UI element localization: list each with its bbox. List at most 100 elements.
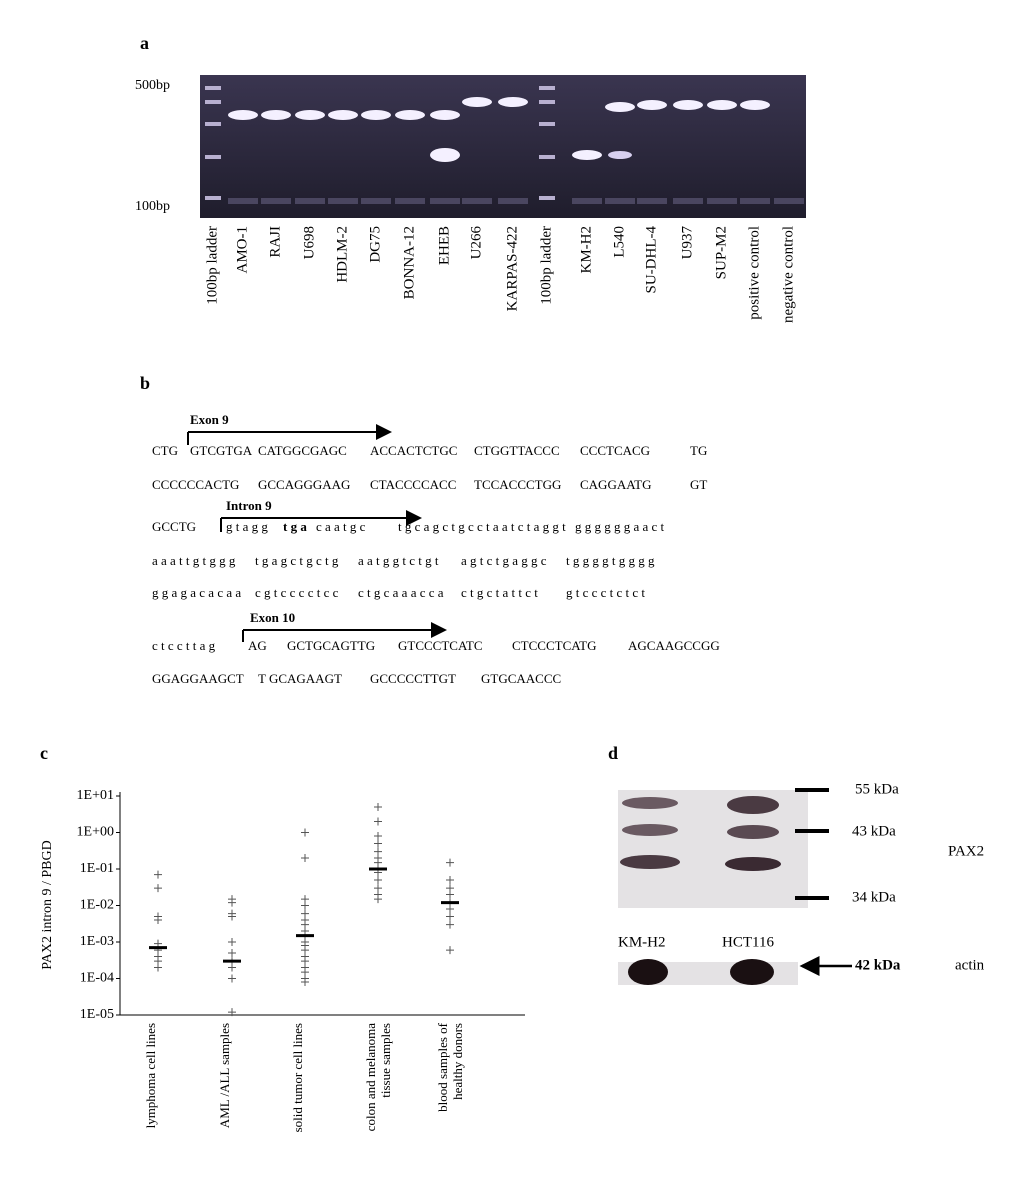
chart: 1E+01 1E+00 1E-01 1E-02 1E-03 1E-04 1E-05 PAX2 … — [40, 788, 525, 1132]
sequence-chunk: CCCCCCACTG — [152, 477, 239, 492]
sequence-chunk: CTACCCCACC — [370, 477, 456, 492]
y-tick-label: 1E-01 — [80, 861, 114, 876]
x-tick-label: solid tumor cell lines — [290, 1023, 305, 1132]
point — [228, 974, 236, 983]
band — [361, 110, 391, 120]
panel-label: c — [40, 743, 48, 763]
lane-label: AMO-1 — [234, 226, 250, 274]
sequence-chunk: AGCAAGCCGG — [628, 638, 720, 653]
band — [620, 855, 680, 869]
y-axis-label: PAX2 intron 9 / PBGD — [40, 840, 55, 969]
primer-band — [498, 198, 528, 204]
x-tick-label: blood samples of — [435, 1022, 450, 1111]
sequence-chunk: t g a — [283, 519, 307, 534]
annotation: Exon 10 — [250, 610, 295, 625]
lane-label: RAJI — [267, 226, 283, 258]
sequence: CTG GTCGTGA CATGGCGAGC ACCACTCTGC CTGGTTACCC… — [152, 443, 720, 686]
marker-label: 34 kDa — [852, 889, 896, 905]
sequence-chunk: GGAGGAAGCT — [152, 671, 244, 686]
ladder-band — [205, 122, 221, 126]
sequence-chunk: a a t g g t c t g t — [358, 553, 439, 568]
panel-label: b — [140, 373, 150, 393]
point — [446, 905, 454, 914]
y-tick-label: 1E-03 — [80, 934, 114, 949]
point — [154, 963, 162, 972]
blot-image — [618, 790, 808, 908]
primer-band — [328, 198, 358, 204]
point — [374, 839, 382, 848]
ladder-band — [205, 100, 221, 104]
primer-band — [774, 198, 804, 204]
primer-band — [395, 198, 425, 204]
point — [228, 938, 236, 946]
sequence-chunk: GTGCAACCC — [481, 671, 561, 686]
point — [228, 898, 236, 907]
point — [374, 802, 382, 811]
sequence-chunk: g t c c c t c t c t — [566, 585, 645, 600]
sequence-chunk: c t g c t a t t c t — [461, 585, 538, 600]
band — [622, 824, 678, 836]
point — [374, 832, 382, 841]
x-tick-label: tissue samples — [378, 1023, 393, 1098]
band — [727, 825, 779, 839]
band — [228, 110, 258, 120]
sequence-chunk: CTCCCTCATG — [512, 638, 597, 653]
primer-band — [673, 198, 703, 204]
x-tick-label: AML /ALL samples — [217, 1023, 232, 1128]
sample-label: KM-H2 — [618, 934, 666, 950]
point — [446, 858, 454, 867]
point — [228, 948, 236, 957]
point — [301, 854, 309, 863]
x-tick-label: lymphoma cell lines — [143, 1023, 158, 1128]
band — [637, 100, 667, 110]
primer-band — [261, 198, 291, 204]
ladder-band — [539, 196, 555, 200]
primer-band — [228, 198, 258, 204]
sequence-chunk: CCCTCACG — [580, 443, 650, 458]
sequence-chunk: CAGGAATG — [580, 477, 652, 492]
point — [228, 912, 236, 921]
point — [301, 828, 309, 837]
primer-band — [740, 198, 770, 204]
sequence-chunk: GTCGTGA — [190, 443, 253, 458]
band — [673, 100, 703, 110]
point — [446, 875, 454, 884]
band — [628, 959, 668, 985]
sequence-chunk: g g a g a c a c a a — [152, 585, 241, 600]
point — [446, 890, 454, 899]
sequence-chunk: t a a t c t a g g t — [486, 519, 566, 534]
lane-label: KARPAS-422 — [504, 226, 520, 311]
lane-label: DG75 — [367, 226, 383, 263]
sequence-chunk: GCTGCAGTTG — [287, 638, 375, 653]
sequence-chunk: a g t c t g a g g c — [461, 553, 547, 568]
point — [228, 963, 236, 972]
band — [740, 100, 770, 110]
ladder-band — [205, 86, 221, 90]
lane-label: L540 — [611, 226, 627, 258]
lane-label: negative control — [780, 226, 796, 323]
gel-image — [200, 75, 806, 218]
marker-bar — [795, 896, 829, 900]
lane-label: 100bp ladder — [538, 226, 554, 305]
point — [374, 875, 382, 884]
marker-label: 43 kDa — [852, 823, 896, 839]
x-tick-label: colon and melanoma — [363, 1023, 378, 1132]
protein-label: PAX2 — [948, 843, 984, 859]
primer-band — [430, 198, 460, 204]
point — [374, 817, 382, 826]
sequence-chunk: GCCAGGGAAG — [258, 477, 350, 492]
ladder-band — [539, 155, 555, 159]
sequence-chunk: g t a g g — [226, 519, 268, 534]
sequence-chunk: t g a g c t g c t g — [255, 553, 339, 568]
marker-bar — [795, 829, 829, 833]
sample-label: HCT116 — [722, 934, 774, 950]
y-tick-label: 1E+01 — [77, 788, 114, 803]
point — [228, 1008, 236, 1017]
band — [727, 796, 779, 814]
lane-label: HDLM-2 — [334, 226, 350, 283]
ladder-band — [539, 122, 555, 126]
primer-band — [605, 198, 635, 204]
band — [261, 110, 291, 120]
point — [446, 920, 454, 929]
marker-label: 55 kDa — [855, 781, 899, 797]
